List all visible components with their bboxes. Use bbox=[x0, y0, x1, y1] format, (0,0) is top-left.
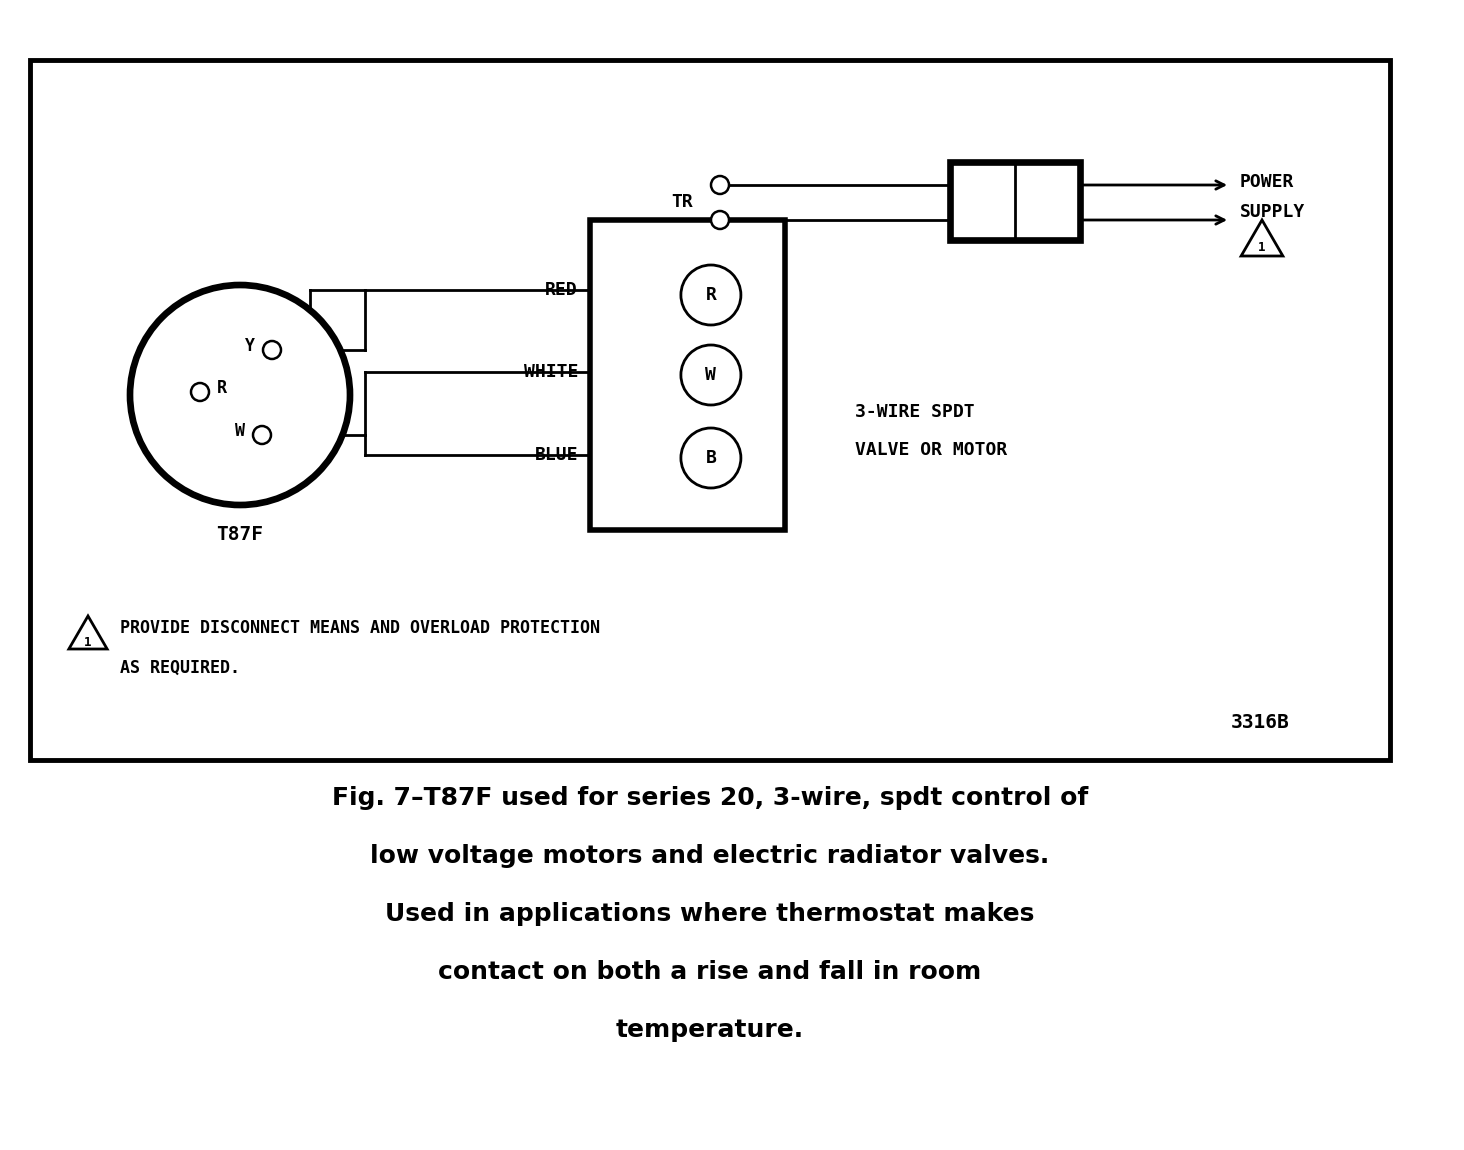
Text: Y: Y bbox=[244, 337, 255, 355]
Text: Fig. 7–T87F used for series 20, 3-wire, spdt control of: Fig. 7–T87F used for series 20, 3-wire, … bbox=[332, 785, 1088, 810]
Circle shape bbox=[712, 210, 729, 229]
Text: POWER: POWER bbox=[1240, 172, 1294, 191]
Circle shape bbox=[264, 342, 281, 359]
Text: contact on both a rise and fall in room: contact on both a rise and fall in room bbox=[438, 960, 982, 984]
Text: TR: TR bbox=[671, 193, 692, 212]
Text: temperature.: temperature. bbox=[616, 1018, 804, 1042]
Polygon shape bbox=[1241, 220, 1282, 256]
Text: 3-WIRE SPDT: 3-WIRE SPDT bbox=[855, 402, 975, 421]
Text: 1: 1 bbox=[85, 636, 92, 649]
Text: WHITE: WHITE bbox=[524, 363, 578, 381]
Text: Used in applications where thermostat makes: Used in applications where thermostat ma… bbox=[385, 902, 1035, 926]
Text: W: W bbox=[706, 366, 716, 384]
Circle shape bbox=[130, 285, 350, 505]
Circle shape bbox=[681, 264, 741, 325]
Bar bbox=[950, 162, 1080, 240]
Circle shape bbox=[681, 428, 741, 488]
Circle shape bbox=[712, 176, 729, 194]
Text: RED: RED bbox=[546, 281, 578, 299]
Text: R: R bbox=[706, 286, 716, 304]
Text: B: B bbox=[706, 448, 716, 467]
Text: low voltage motors and electric radiator valves.: low voltage motors and electric radiator… bbox=[370, 844, 1050, 868]
Text: 1: 1 bbox=[1258, 242, 1266, 254]
Text: PROVIDE DISCONNECT MEANS AND OVERLOAD PROTECTION: PROVIDE DISCONNECT MEANS AND OVERLOAD PR… bbox=[120, 619, 600, 637]
Circle shape bbox=[253, 426, 271, 444]
Circle shape bbox=[681, 345, 741, 405]
Bar bbox=[590, 220, 785, 530]
Polygon shape bbox=[69, 616, 107, 649]
Text: BLUE: BLUE bbox=[534, 446, 578, 463]
Circle shape bbox=[190, 383, 209, 401]
Text: W: W bbox=[236, 422, 244, 440]
Text: SUPPLY: SUPPLY bbox=[1240, 204, 1306, 221]
Text: T87F: T87F bbox=[217, 526, 264, 544]
Text: 3316B: 3316B bbox=[1231, 713, 1290, 731]
Text: VALVE OR MOTOR: VALVE OR MOTOR bbox=[855, 440, 1007, 459]
Text: AS REQUIRED.: AS REQUIRED. bbox=[120, 659, 240, 677]
Bar bbox=[29, 60, 1389, 760]
Text: R: R bbox=[217, 380, 227, 397]
